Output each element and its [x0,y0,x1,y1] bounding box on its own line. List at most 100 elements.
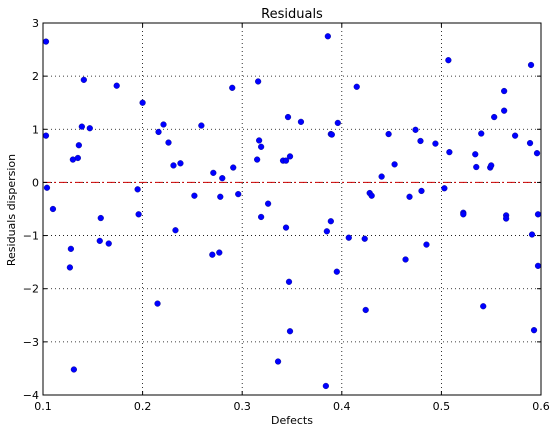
data-point [528,231,536,238]
data-point [191,192,198,199]
data-point [361,235,368,242]
data-point [258,213,265,221]
chart-title: Residuals [261,7,323,22]
y-tick-label: 3 [32,17,39,30]
data-point [460,211,467,218]
data-point [75,142,82,149]
data-point [402,256,409,263]
data-point [385,130,392,138]
data-point [362,306,369,314]
data-point [74,154,81,162]
data-point [297,118,305,125]
data-point [324,33,331,40]
data-point [478,130,485,137]
data-point [368,192,375,199]
data-point [217,193,224,200]
data-point [285,278,293,285]
data-point [488,162,495,169]
data-point [512,132,519,139]
data-point [165,139,172,146]
data-point [328,131,335,138]
data-point [472,151,479,158]
y-tick-label: 1 [32,123,39,136]
data-point [134,186,141,193]
y-tick-label: −2 [23,283,39,296]
x-tick-label: 0.3 [233,400,251,413]
data-point [412,126,419,133]
data-point [43,184,51,191]
data-point [333,268,340,275]
data-point [177,160,184,167]
data-point [473,163,480,171]
data-point [229,84,236,91]
x-tick-label: 0.1 [34,400,52,413]
data-point [282,224,290,231]
data-point [113,82,120,89]
data-point [353,83,360,90]
data-point [254,156,261,163]
data-point [97,214,104,222]
data-point [323,228,330,235]
data-point [139,99,146,106]
y-axis-title: Residuals dispersion [5,154,18,266]
data-point [503,215,510,222]
data-point [209,251,216,258]
data-point [49,205,57,213]
data-point [210,169,217,176]
x-tick-label: 0.6 [532,400,550,413]
x-axis-tick-labels: 0.1 0.2 0.3 0.4 0.5 0.6 [34,400,550,413]
data-point [533,150,541,157]
data-point [286,153,294,160]
data-point [155,128,162,136]
axis-ticks [42,22,542,396]
x-tick-label: 0.2 [134,400,152,413]
data-point [67,245,74,252]
data-point [527,61,535,69]
data-point [491,113,498,121]
data-point [530,327,538,334]
data-point [418,187,425,195]
data-point [274,358,282,365]
data-point [432,140,439,147]
data-point [256,137,263,144]
data-point [322,382,329,390]
data-point [219,175,226,182]
data-point [264,200,272,207]
data-point [198,122,205,129]
data-point [406,193,413,200]
data-point [255,78,262,85]
data-point [345,234,352,241]
data-point [42,132,50,139]
data-point [216,249,223,256]
y-tick-label: 2 [32,70,39,83]
x-tick-label: 0.5 [433,400,451,413]
data-point [286,328,294,335]
data-point [446,149,453,156]
data-point [534,262,542,269]
y-tick-label: −4 [23,389,39,402]
data-point [480,303,487,310]
data-point [284,113,292,121]
data-point [441,185,448,192]
data-point [105,240,112,247]
data-point [445,57,452,64]
data-point [258,143,265,150]
plot-area-frame [42,22,542,396]
data-point [135,211,142,218]
data-point [378,173,385,180]
data-point [78,123,85,130]
data-point [423,241,430,248]
data-point [160,121,167,128]
y-tick-label: −1 [23,230,39,243]
data-point [391,161,398,168]
y-tick-label: −3 [23,336,39,349]
data-point [282,157,290,164]
data-point [501,107,508,114]
x-axis-title: Defects [271,414,313,427]
data-point [327,218,334,225]
data-point [230,164,237,171]
data-point [501,87,508,95]
data-point [66,264,73,271]
